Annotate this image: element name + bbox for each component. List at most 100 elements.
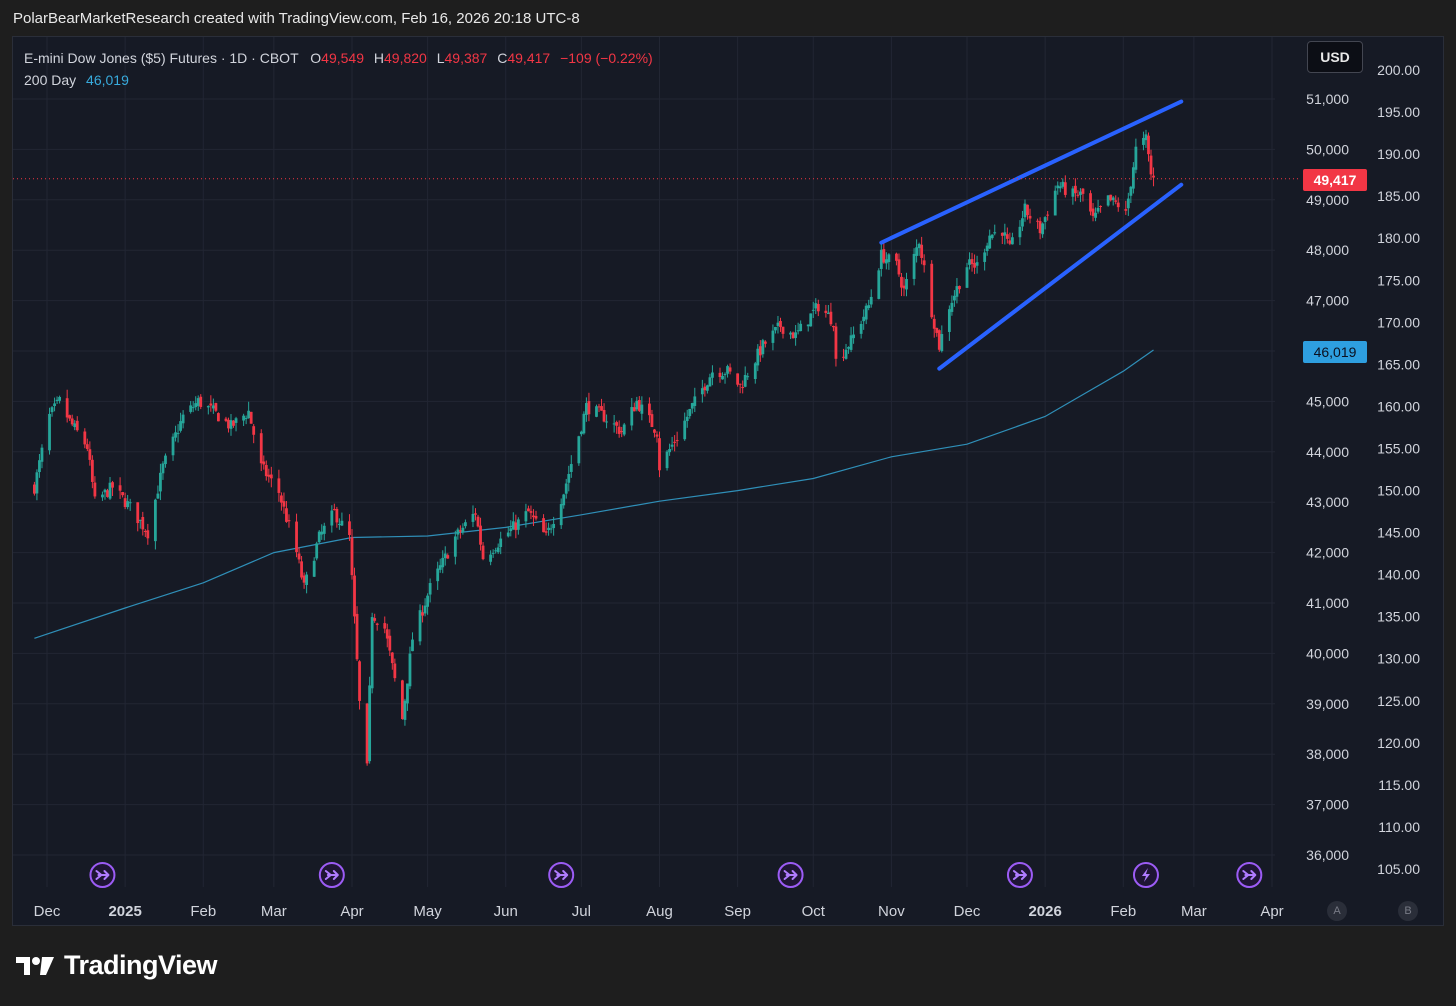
candle-body	[650, 414, 654, 428]
dividend-arrow-icon[interactable]	[318, 862, 345, 888]
time-tick-label: Oct	[802, 903, 826, 920]
time-tick-label: Mar	[1181, 903, 1207, 920]
candle-body	[509, 528, 513, 532]
candle-body	[1036, 220, 1039, 222]
dividend-arrow-icon[interactable]	[548, 862, 575, 888]
candle-body	[496, 547, 500, 553]
candle-body	[690, 403, 694, 409]
dividend-arrow-icon[interactable]	[1006, 862, 1033, 888]
candle-body	[373, 618, 377, 621]
candle-body	[1026, 204, 1029, 216]
candle-body	[774, 326, 777, 331]
candle-body	[567, 473, 571, 483]
candle-body	[297, 553, 301, 560]
percent-tick-label: 200.00	[1377, 62, 1420, 78]
candle-body	[514, 522, 518, 531]
candle-body	[423, 605, 427, 614]
candle-body	[370, 617, 374, 689]
candle-body	[1109, 194, 1113, 201]
dividend-arrow-icon[interactable]	[777, 862, 804, 888]
candle-body	[895, 253, 898, 261]
candle-body	[1058, 186, 1062, 189]
candle-body	[753, 363, 757, 380]
candle-body	[353, 575, 356, 617]
candle-body	[441, 557, 445, 568]
percent-tick-label: 155.00	[1377, 440, 1420, 456]
candle-body	[50, 407, 54, 413]
percent-tick-label: 105.00	[1377, 861, 1420, 877]
footer-logo[interactable]: TradingView	[16, 950, 218, 981]
candle-body	[569, 464, 573, 472]
dividend-arrow-icon[interactable]	[89, 862, 116, 888]
candle-body	[355, 613, 359, 660]
candle-body	[544, 531, 548, 533]
percent-tick-label: 190.00	[1377, 146, 1420, 162]
candle-body	[48, 413, 51, 451]
price-chart[interactable]: 36,000 37,000 38,000 39,000 40,000 41,000 42,0…	[13, 37, 1443, 925]
arrow-glyph	[783, 870, 798, 880]
candle-body	[1053, 190, 1057, 216]
candle-body	[983, 252, 987, 262]
candle-body	[476, 516, 480, 527]
candle-body	[700, 388, 704, 395]
ma-label: 200 Day	[24, 72, 77, 88]
candle-body	[756, 348, 760, 366]
candle-body	[796, 330, 800, 332]
candle-body	[403, 700, 407, 720]
candle-body	[741, 387, 745, 389]
candle-body	[721, 375, 724, 380]
candle-body	[426, 595, 430, 607]
candle-body	[262, 461, 266, 465]
candle-body	[559, 504, 563, 526]
candle-body	[879, 249, 883, 269]
candle-body	[295, 521, 298, 553]
candle-body	[615, 422, 619, 426]
candle-body	[287, 520, 291, 522]
candle-body	[55, 399, 59, 401]
candle-body	[320, 531, 324, 535]
candle-body	[285, 508, 288, 522]
price-tick-label: 40,000	[1306, 645, 1349, 661]
candle-body	[332, 509, 336, 511]
scale-button-a[interactable]: A	[1327, 901, 1347, 921]
event-markers[interactable]	[89, 862, 1263, 888]
time-tick-label: Apr	[340, 903, 363, 920]
candle-body	[106, 490, 109, 497]
candle-body	[138, 519, 142, 521]
candle-body	[428, 583, 432, 595]
currency-button[interactable]: USD	[1307, 41, 1363, 73]
candle-body	[794, 332, 798, 338]
candle-body	[1111, 197, 1115, 201]
candle-body	[159, 472, 162, 492]
candle-body	[156, 493, 160, 499]
candle-body	[947, 309, 951, 332]
candle-body	[383, 623, 387, 629]
candle-body	[269, 474, 273, 479]
lightning-icon[interactable]	[1132, 862, 1159, 888]
candle-body	[958, 285, 961, 290]
candle-body	[511, 521, 515, 530]
candle-body	[1008, 240, 1012, 244]
candle-body	[758, 346, 762, 356]
candle-body	[1023, 203, 1027, 218]
chart-panel[interactable]: 36,000 37,000 38,000 39,000 40,000 41,000 42,0…	[12, 36, 1444, 926]
candle-body	[670, 444, 674, 447]
time-tick-label: Nov	[878, 903, 905, 920]
dividend-arrow-icon[interactable]	[1236, 862, 1263, 888]
candle-body	[1126, 198, 1130, 209]
candle-body	[101, 494, 104, 498]
candle-body	[436, 568, 440, 582]
candle-body	[224, 418, 228, 421]
candle-body	[990, 234, 994, 239]
candle-body	[73, 423, 77, 428]
scale-button-b[interactable]: B	[1398, 901, 1418, 921]
candle-body	[88, 449, 92, 460]
candle-body	[40, 447, 44, 462]
candle-body	[305, 574, 309, 585]
candle-body	[653, 429, 656, 433]
candle-body	[632, 407, 636, 412]
candle-body	[1010, 237, 1014, 245]
percent-tick-label: 150.00	[1377, 483, 1420, 499]
candle-body	[665, 451, 669, 469]
candle-body	[358, 661, 361, 701]
